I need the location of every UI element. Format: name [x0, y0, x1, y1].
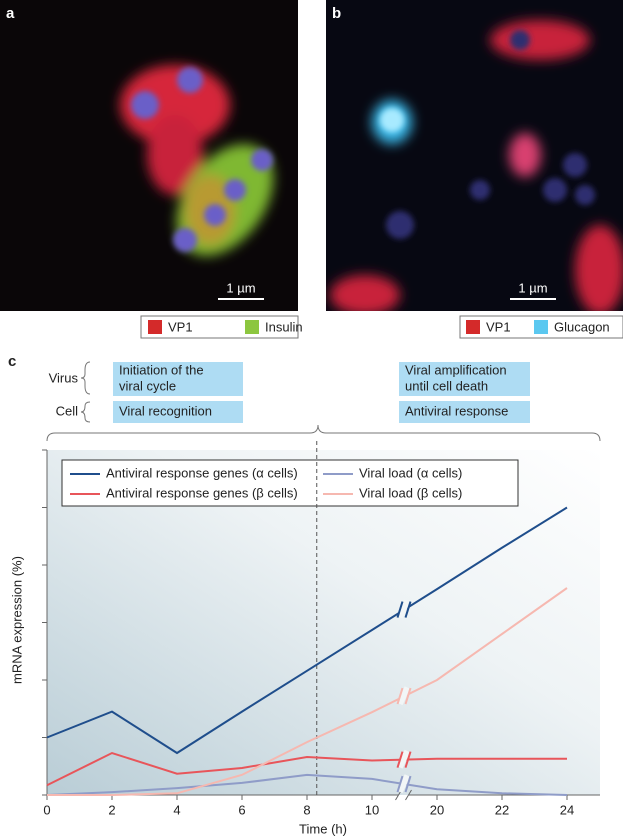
phase-text: Viral recognition [119, 403, 212, 418]
micrograph-b [326, 0, 623, 311]
series-line [47, 587, 568, 796]
legend-label: VP1 [486, 319, 511, 334]
line-break [397, 774, 411, 794]
line-break [397, 749, 411, 769]
phase-brace [46, 424, 601, 442]
legend-label: Insulin [265, 319, 303, 334]
phase-box [113, 401, 243, 423]
x-tick-label: 24 [560, 802, 574, 817]
legend-swatch [466, 320, 480, 334]
legend-label: Viral load (α cells) [359, 465, 462, 480]
legend-label: VP1 [168, 319, 193, 334]
x-tick-label: 4 [173, 802, 180, 817]
phase-text: Antiviral response [405, 403, 508, 418]
x-tick-label: 0 [43, 802, 50, 817]
legend-label: Antiviral response genes (α cells) [106, 465, 298, 480]
x-tick-label: 22 [495, 802, 509, 817]
line-break [396, 775, 412, 793]
series-line [46, 506, 568, 755]
phase-text: Initiation of the [119, 362, 204, 377]
x-axis-label: Time (h) [299, 821, 347, 836]
panel-label: c [8, 353, 16, 370]
line-break [396, 601, 412, 618]
legend-swatch [245, 320, 259, 334]
legend-label: Viral load (β cells) [359, 485, 462, 500]
x-tick-label: 10 [365, 802, 379, 817]
legend-label: Antiviral response genes (β cells) [106, 485, 298, 500]
row-label: Cell [56, 403, 79, 418]
phase-box [399, 401, 530, 423]
line-break [396, 751, 412, 768]
phase-text: Viral amplification [405, 362, 507, 377]
legend-label: Glucagon [554, 319, 610, 334]
y-axis-label: mRNA expression (%) [9, 556, 24, 684]
row-label: Virus [49, 370, 79, 385]
x-tick-label: 8 [303, 802, 310, 817]
micrograph-a [0, 0, 298, 311]
legend-swatch [148, 320, 162, 334]
phase-text: viral cycle [119, 378, 176, 393]
series-line [46, 751, 567, 787]
phase-text: until cell death [405, 378, 488, 393]
row-brace [80, 361, 91, 423]
line-break [396, 687, 412, 705]
panel-label: b [332, 5, 341, 22]
phase-box [399, 362, 530, 396]
scale-bar: 1 µm [518, 280, 547, 295]
legend-box [61, 459, 519, 507]
phase-box [113, 362, 243, 396]
scale-bar: 1 µm [226, 280, 255, 295]
plot-background [47, 450, 600, 795]
x-tick-label: 2 [108, 802, 115, 817]
x-tick-label: 6 [238, 802, 245, 817]
line-break [397, 686, 411, 706]
series-line [46, 773, 568, 796]
legend-swatch [534, 320, 548, 334]
line-break [397, 599, 411, 619]
x-tick-label: 20 [430, 802, 444, 817]
panel-label: a [6, 5, 15, 22]
